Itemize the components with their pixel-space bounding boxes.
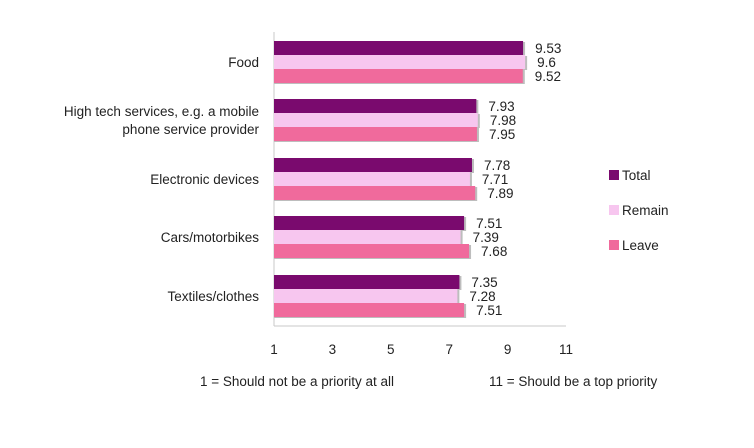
category-label: Food (228, 55, 259, 70)
value-label: 7.28 (469, 289, 495, 304)
x-tick-label: 7 (445, 342, 453, 357)
bar-remain (274, 55, 526, 69)
value-label: 7.95 (489, 127, 515, 142)
value-label: 7.78 (484, 158, 510, 173)
bar-total (274, 41, 524, 55)
bar-leave (274, 303, 465, 317)
x-tick-label: 9 (504, 342, 512, 357)
x-tick-label: 11 (559, 342, 573, 357)
bar-remain (274, 113, 478, 127)
legend-swatch-leave (609, 240, 619, 250)
bar-total (274, 275, 460, 289)
bar-remain (274, 172, 470, 186)
legend-label-leave: Leave (622, 238, 659, 253)
value-label: 7.51 (476, 303, 502, 318)
x-tick-label: 5 (387, 342, 395, 357)
value-label: 7.51 (476, 216, 502, 231)
scale-note-min: 1 = Should not be a priority at all (200, 374, 394, 389)
value-label: 7.71 (482, 172, 508, 187)
category-label: phone service provider (122, 122, 259, 137)
value-label: 7.93 (488, 99, 514, 114)
legend-swatch-remain (609, 205, 619, 215)
bar-total (274, 99, 477, 113)
value-label: 7.98 (490, 113, 516, 128)
x-tick-label: 1 (270, 342, 278, 357)
bar-remain (274, 230, 461, 244)
x-tick-label: 3 (329, 342, 337, 357)
bar-leave (274, 186, 476, 200)
bar-leave (274, 127, 477, 141)
legend-label-total: Total (622, 168, 651, 183)
category-label: Electronic devices (150, 172, 259, 187)
value-label: 7.89 (487, 186, 513, 201)
scale-note-max: 11 = Should be a top priority (489, 374, 658, 389)
value-label: 7.39 (473, 230, 499, 245)
category-label: Cars/motorbikes (161, 230, 260, 245)
value-label: 9.6 (537, 55, 556, 70)
value-label: 9.53 (535, 41, 561, 56)
bar-leave (274, 244, 470, 258)
bar-remain (274, 289, 458, 303)
bar-total (274, 216, 465, 230)
value-label: 9.52 (535, 69, 561, 84)
legend-swatch-total (609, 170, 619, 180)
category-label: Textiles/clothes (167, 289, 259, 304)
value-label: 7.35 (471, 275, 497, 290)
legend-label-remain: Remain (622, 203, 669, 218)
value-label: 7.68 (481, 244, 507, 259)
bar-leave (274, 69, 523, 83)
bar-total (274, 158, 472, 172)
category-label: High tech services, e.g. a mobile (64, 104, 259, 119)
